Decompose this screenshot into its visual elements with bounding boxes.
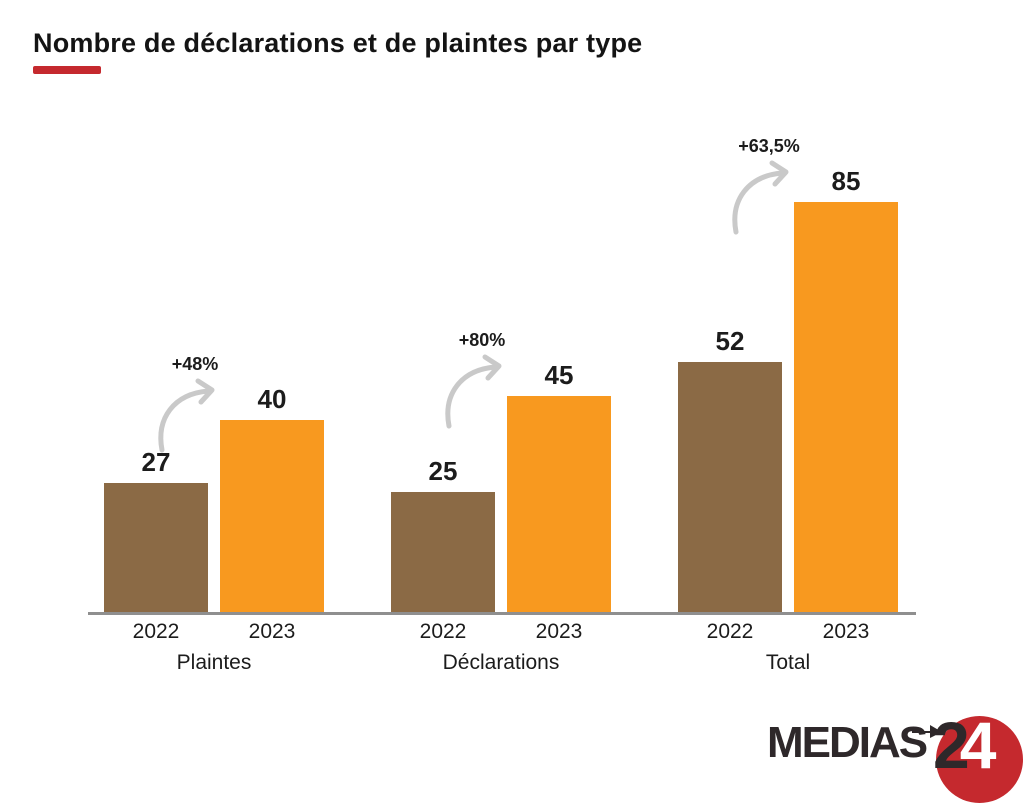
year-label: 2023 xyxy=(535,620,583,643)
x-axis-line xyxy=(88,612,916,615)
growth-arrow-icon xyxy=(445,354,502,429)
year-label: 2022 xyxy=(419,620,467,643)
bar-2023-Plaintes xyxy=(220,420,324,613)
title-underline xyxy=(33,66,101,74)
page-title: Nombre de déclarations et de plaintes pa… xyxy=(33,28,643,58)
year-label: 2023 xyxy=(822,620,870,643)
growth-label: +48% xyxy=(171,354,219,374)
growth-arrow-icon xyxy=(732,160,789,235)
growth-arrow-icon xyxy=(158,378,215,453)
bar-2022-Déclarations xyxy=(391,492,495,613)
value-label: 45 xyxy=(544,360,574,390)
growth-label: +80% xyxy=(458,330,506,350)
year-label: 2022 xyxy=(706,620,754,643)
value-label: 40 xyxy=(257,384,287,414)
bar-2023-Déclarations xyxy=(507,396,611,613)
category-label: Plaintes xyxy=(176,651,252,674)
bar-2023-Total xyxy=(794,202,898,613)
year-label: 2023 xyxy=(248,620,296,643)
value-label: 27 xyxy=(141,447,171,477)
year-label: 2022 xyxy=(132,620,180,643)
value-label: 52 xyxy=(715,326,745,356)
category-label: Total xyxy=(765,651,811,674)
category-label: Déclarations xyxy=(442,651,560,674)
growth-label: +63,5% xyxy=(738,136,800,156)
bar-2022-Total xyxy=(678,362,782,613)
bar-2022-Plaintes xyxy=(104,483,208,613)
value-label: 25 xyxy=(428,456,458,486)
value-label: 85 xyxy=(831,166,861,196)
